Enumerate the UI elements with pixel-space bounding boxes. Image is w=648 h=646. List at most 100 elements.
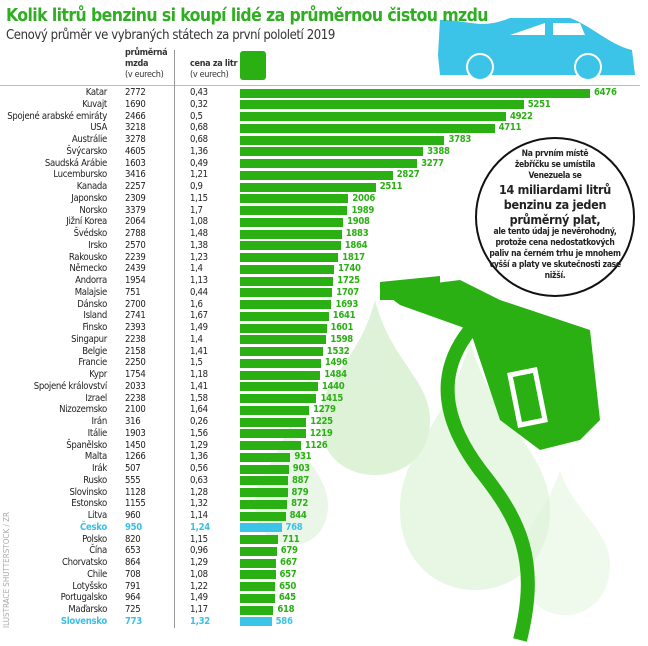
wage-value: 653 xyxy=(125,545,141,557)
bar-value-label: 1601 xyxy=(330,322,354,333)
country-label: Rusko xyxy=(83,474,107,486)
country-label: Chorvatsko xyxy=(61,557,107,568)
country-label: Kuvajt xyxy=(82,98,107,110)
wage-value: 555 xyxy=(125,474,141,486)
price-value: 0,96 xyxy=(190,545,208,557)
header-divider xyxy=(0,85,640,86)
price-value: 1,49 xyxy=(190,592,208,604)
bar-value-label: 657 xyxy=(279,568,297,580)
table-row: Itálie 1903 1,56 1219 xyxy=(0,428,640,440)
price-value: 1,38 xyxy=(190,239,208,251)
table-row: Slovinsko 1128 1,28 879 xyxy=(0,487,640,499)
table-row: Malta 1266 1,36 931 xyxy=(0,451,640,463)
bar xyxy=(240,570,276,580)
bar-value-label: 768 xyxy=(285,521,303,533)
country-label: Saudská Arábie xyxy=(44,157,107,169)
table-row: Chorvatsko 864 1,29 667 xyxy=(0,557,640,569)
price-value: 0,68 xyxy=(190,122,208,134)
country-label: Nizozemsko xyxy=(59,404,107,416)
wage-column-header: průměrná mzda (v eurech) xyxy=(125,48,168,81)
table-row: Nizozemsko 2100 1,64 1279 xyxy=(0,404,640,416)
bar-value-label: 1415 xyxy=(320,392,344,404)
table-row: Španělsko 1450 1,29 1126 xyxy=(0,440,640,452)
bar xyxy=(240,123,495,133)
bar xyxy=(240,417,307,427)
country-label: Japonsko xyxy=(71,192,107,204)
bar xyxy=(240,112,506,121)
table-row: Portugalsko 964 1,49 645 xyxy=(0,592,640,604)
price-value: 0,63 xyxy=(190,474,208,486)
wage-value: 791 xyxy=(125,580,141,592)
country-label: Maďarsko xyxy=(68,604,107,615)
bar-value-label: 879 xyxy=(291,486,309,498)
bar xyxy=(240,476,288,486)
wage-value: 507 xyxy=(125,463,141,474)
bar xyxy=(240,147,424,157)
bar-value-label: 618 xyxy=(277,604,295,615)
wage-value: 3218 xyxy=(125,122,146,134)
bar xyxy=(240,88,590,98)
table-row: Spojené království 2033 1,41 1440 xyxy=(0,381,640,393)
price-value: 0,43 xyxy=(190,87,208,98)
table-row: Singapur 2238 1,4 1598 xyxy=(0,334,640,346)
price-value: 1,32 xyxy=(190,615,210,627)
bar-value-label: 3783 xyxy=(448,134,472,145)
bar-value-label: 1864 xyxy=(344,239,368,251)
bar-value-label: 1725 xyxy=(337,275,360,286)
venezuela-note: Na prvním místě žebříčku se umístila Ven… xyxy=(475,137,635,297)
wage-header-line1: průměrná xyxy=(125,48,168,58)
bar-value-label: 1532 xyxy=(326,345,350,357)
country-label: Lucembursko xyxy=(53,169,107,181)
bar xyxy=(240,100,524,110)
bar-value-label: 1440 xyxy=(321,380,345,392)
wage-value: 2238 xyxy=(125,392,146,404)
bar xyxy=(240,135,445,145)
country-label: Belgie xyxy=(82,345,107,357)
country-label: Finsko xyxy=(82,322,107,333)
bar-value-label: 1989 xyxy=(351,204,375,216)
table-row: Kypr 1754 1,18 1484 xyxy=(0,369,640,381)
wage-value: 950 xyxy=(125,521,142,533)
country-label: Jižní Korea xyxy=(66,216,107,228)
bar xyxy=(240,593,275,603)
bar-value-label: 1908 xyxy=(347,216,370,228)
country-label: Polsko xyxy=(82,533,107,545)
price-value: 1,29 xyxy=(190,557,208,568)
country-label: Irsko xyxy=(88,239,107,251)
country-label: Slovinsko xyxy=(69,486,108,498)
bar xyxy=(240,182,376,192)
wage-value: 2439 xyxy=(125,263,146,275)
table-row: Estonsko 1155 1,32 872 xyxy=(0,498,640,510)
price-value: 1,6 xyxy=(190,298,203,310)
bar-value-label: 4922 xyxy=(510,110,533,122)
bar-value-label: 711 xyxy=(282,533,300,545)
bar xyxy=(240,464,289,474)
price-value: 0,44 xyxy=(190,286,208,298)
price-header-unit: (v eurech) xyxy=(190,70,229,80)
bar xyxy=(240,194,349,204)
price-value: 1,58 xyxy=(190,392,208,404)
price-value: 0,49 xyxy=(190,157,208,169)
bar xyxy=(240,335,327,345)
country-label: Portugalsko xyxy=(60,592,108,604)
price-value: 1,29 xyxy=(190,439,208,451)
table-row: Německo 2439 1,4 1740 xyxy=(0,263,640,275)
price-value: 1,23 xyxy=(190,251,208,263)
wage-value: 708 xyxy=(125,568,141,580)
wage-value: 2700 xyxy=(125,298,146,310)
price-value: 1,41 xyxy=(190,380,208,392)
price-value: 0,5 xyxy=(190,110,203,122)
wage-value: 2570 xyxy=(125,239,146,251)
bar-value-label: 872 xyxy=(291,498,309,510)
country-label: Francie xyxy=(78,357,107,369)
price-value: 1,08 xyxy=(190,216,208,228)
table-row: Švédsko 2788 1,48 1883 xyxy=(0,228,640,240)
price-value: 1,15 xyxy=(190,192,208,204)
column-divider xyxy=(174,50,175,628)
bar xyxy=(240,170,393,180)
chart-subtitle: Cenový průměr ve vybraných státech za pr… xyxy=(6,28,335,43)
table-row: Lotyšsko 791 1,22 650 xyxy=(0,581,640,593)
bar xyxy=(240,206,348,215)
country-label: Austrálie xyxy=(71,134,107,145)
